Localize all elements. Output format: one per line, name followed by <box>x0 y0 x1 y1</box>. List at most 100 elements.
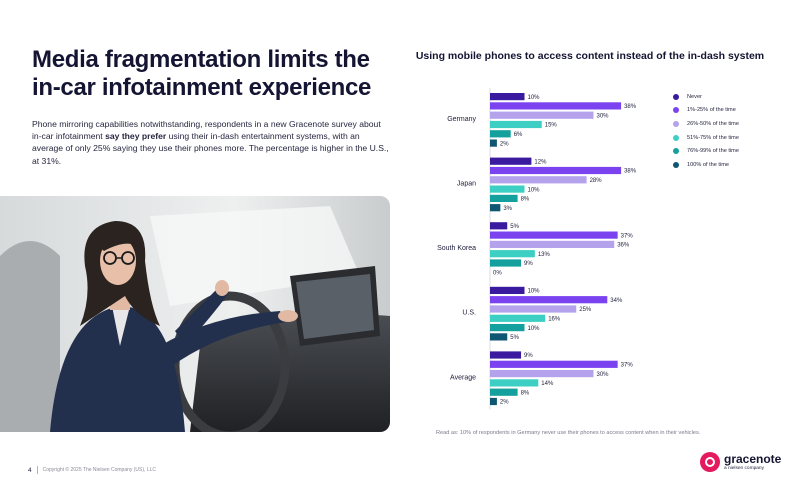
bar <box>490 93 525 101</box>
data-label: 38% <box>624 169 637 175</box>
data-label: 10% <box>528 95 541 101</box>
legend-swatch <box>673 134 679 141</box>
legend-label: 26%-50% of the time <box>687 120 739 127</box>
legend-label: 76%-99% of the time <box>687 148 739 155</box>
body-paragraph: Phone mirroring capabilities notwithstan… <box>32 118 392 167</box>
body-text-part-2: using their in-dash entertainment system… <box>32 131 389 166</box>
bar <box>490 231 618 239</box>
legend-item: Never <box>673 90 739 104</box>
data-label: 8% <box>521 390 530 396</box>
legend-label: Never <box>687 93 702 100</box>
bar <box>490 305 577 313</box>
gracenote-logo-icon <box>700 452 720 472</box>
data-label: 15% <box>545 123 558 129</box>
bar <box>490 130 511 138</box>
footer-divider <box>36 466 38 474</box>
bar <box>490 314 546 322</box>
legend-label: 100% of the time <box>687 161 729 168</box>
page-title: Media fragmentation limits the in-car in… <box>32 46 402 102</box>
bar <box>490 379 539 387</box>
copyright-text: Copyright © 2025 The Nielsen Company (US… <box>42 467 156 473</box>
legend-swatch <box>673 93 679 100</box>
category-label: South Korea <box>437 245 476 252</box>
read-as-note: Read as: 10% of respondents in Germany n… <box>436 430 701 436</box>
title-line-2: in-car infotainment experience <box>32 74 372 101</box>
bar <box>490 185 525 193</box>
woman-driving-illustration <box>0 196 390 432</box>
data-label: 12% <box>534 159 547 165</box>
data-label: 34% <box>610 298 623 304</box>
data-label: 25% <box>579 307 592 313</box>
logo-name: gracenote <box>724 452 782 466</box>
data-label: 16% <box>548 317 561 323</box>
legend-item: 100% of the time <box>673 158 739 172</box>
bar <box>490 139 497 147</box>
bar <box>490 240 615 248</box>
page-number: 4 <box>28 466 32 474</box>
data-label: 13% <box>538 252 551 258</box>
data-label: 8% <box>521 197 530 203</box>
bar <box>490 388 518 396</box>
data-label: 37% <box>621 233 634 239</box>
data-label: 30% <box>597 372 610 378</box>
data-label: 28% <box>590 178 603 184</box>
bar <box>490 111 594 119</box>
bar <box>490 370 594 378</box>
legend-item: 26%-50% of the time <box>673 117 739 131</box>
data-label: 6% <box>514 132 523 138</box>
data-label: 3% <box>503 206 512 212</box>
category-label: U.S. <box>462 310 476 317</box>
bar <box>490 120 542 129</box>
bar <box>490 166 622 175</box>
title-line-1: Media fragmentation limits the <box>32 46 370 73</box>
bar <box>490 204 501 212</box>
bar <box>490 360 618 368</box>
data-label: 10% <box>528 289 541 295</box>
legend-swatch <box>673 107 679 114</box>
legend-label: 1%-25% of the time <box>687 107 736 114</box>
data-label: 10% <box>528 187 541 193</box>
chart-title: Using mobile phones to access content in… <box>415 50 765 62</box>
body-text-part-1: Phone mirroring capabilities notwithstan… <box>32 119 381 142</box>
gracenote-logo: gracenote a nielsen company <box>700 452 781 472</box>
data-label: 5% <box>510 335 519 341</box>
data-label: 30% <box>597 113 610 119</box>
data-label: 0% <box>493 271 502 277</box>
bar <box>490 250 535 258</box>
bar <box>490 397 497 406</box>
category-label: Germany <box>447 116 476 123</box>
footer: 4 Copyright © 2025 The Nielsen Company (… <box>28 466 156 474</box>
data-label: 38% <box>624 104 637 110</box>
body-text-bold: say they prefer <box>105 131 167 142</box>
data-label: 10% <box>528 326 541 332</box>
bar <box>490 286 525 294</box>
category-label: Japan <box>457 181 476 188</box>
data-label: 14% <box>541 381 554 387</box>
data-label: 37% <box>621 363 634 369</box>
legend-item: 1%-25% of the time <box>673 104 739 118</box>
legend-label: 51%-75% of the time <box>687 134 739 141</box>
bar <box>490 259 522 267</box>
legend-item: 76%-99% of the time <box>673 144 739 158</box>
bar <box>490 176 587 184</box>
bar <box>490 351 522 359</box>
data-label: 2% <box>500 400 509 406</box>
legend-swatch <box>673 161 679 168</box>
bar <box>490 102 622 110</box>
bar <box>490 194 518 202</box>
data-label: 36% <box>617 243 630 249</box>
data-label: 5% <box>510 224 519 230</box>
chart-legend: Never 1%-25% of the time 26%-50% of the ti… <box>673 90 739 172</box>
data-label: 9% <box>524 261 533 267</box>
category-label: Average <box>450 374 476 381</box>
legend-swatch <box>673 148 679 155</box>
legend-item: 51%-75% of the time <box>673 131 739 145</box>
bar <box>490 333 508 341</box>
data-label: 9% <box>524 353 533 359</box>
logo-tagline: a nielsen company <box>724 466 764 471</box>
legend-swatch <box>673 120 679 127</box>
driver-photo <box>0 196 390 432</box>
bar <box>490 324 525 332</box>
data-label: 2% <box>500 141 509 147</box>
